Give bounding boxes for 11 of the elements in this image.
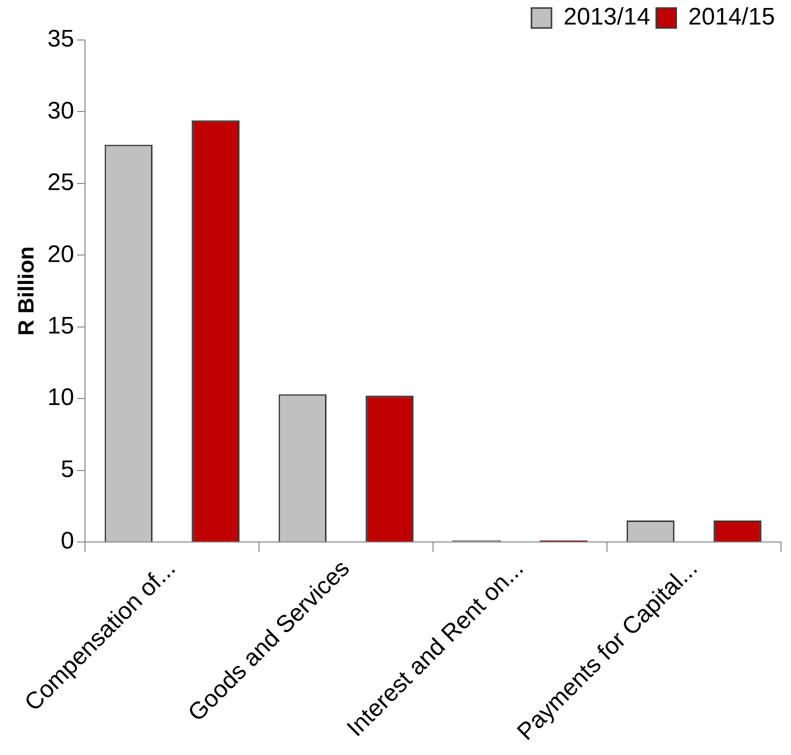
y-tick-label: 5 [60,456,74,483]
y-tick-label: 30 [47,97,74,124]
y-tick-label: 35 [47,26,74,53]
y-tick-label: 25 [47,169,74,196]
y-tick-label: 20 [47,240,74,268]
y-tick-label: 10 [47,384,74,412]
y-axis-title: R Billion [13,246,38,336]
legend-label: 2013/14 [563,4,650,31]
legend-label: 2014/15 [688,4,776,31]
y-tick-label: 0 [60,528,74,555]
y-tick-label: 15 [47,312,74,340]
